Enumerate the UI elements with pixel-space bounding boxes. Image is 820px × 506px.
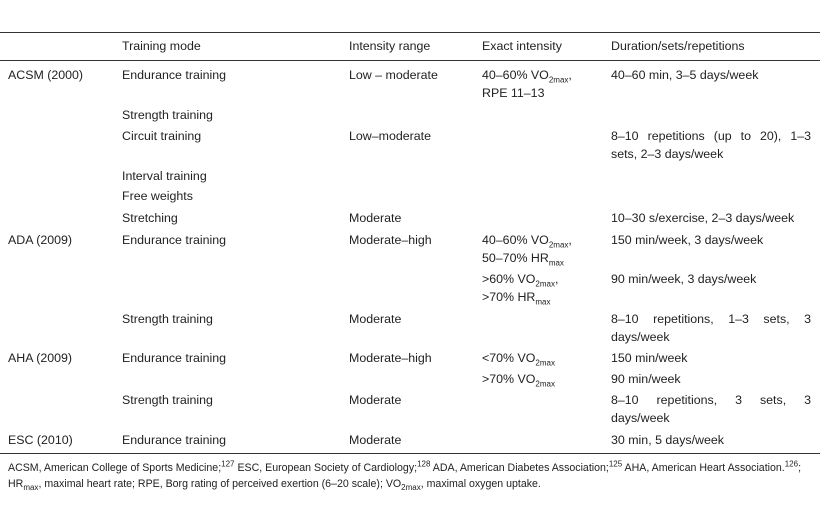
mode-cell: Stretching — [122, 211, 178, 225]
duration-cell: 40–60 min, 3–5 days/week — [611, 68, 759, 82]
intensity-cell: 40–60% VO2max, — [482, 68, 572, 85]
mode-cell: Endurance training — [122, 233, 227, 247]
mode-cell: Endurance training — [122, 351, 227, 365]
mode-cell: Circuit training — [122, 129, 202, 143]
mode-cell: Endurance training — [122, 68, 227, 82]
duration-cell: 8–10 repetitions, 3 sets, 3 days/week — [611, 393, 811, 425]
mode-cell: Interval training — [122, 169, 207, 183]
mode-cell: Strength training — [122, 393, 213, 407]
org-acsm: ACSM (2000) — [8, 68, 84, 82]
mode-cell: Strength training — [122, 312, 213, 326]
bottom-rule — [0, 453, 820, 454]
duration-cell: 8–10 repetitions, 1–3 sets, 3 days/week — [611, 312, 811, 344]
mode-cell: Strength training — [122, 108, 213, 122]
header-intensity-range: Intensity range — [349, 39, 431, 53]
intensity-cell: >70% VO2max — [482, 372, 555, 389]
duration-cell: 90 min/week — [611, 372, 681, 386]
duration-cell: 150 min/week — [611, 351, 688, 365]
table-footnote: ACSM, American College of Sports Medicin… — [8, 459, 802, 493]
range-cell: Low – moderate — [349, 68, 438, 82]
mode-cell: Endurance training — [122, 433, 227, 447]
intensity-cell: >60% VO2max, — [482, 272, 559, 289]
range-cell: Moderate — [349, 433, 402, 447]
intensity-cell: 40–60% VO2max, — [482, 233, 572, 250]
duration-cell: 8–10 repetitions (up to 20), 1–3 sets, 2… — [611, 129, 811, 161]
header-training-mode: Training mode — [122, 39, 201, 53]
range-cell: Low–moderate — [349, 129, 431, 143]
duration-cell: 90 min/week, 3 days/week — [611, 272, 757, 286]
header-duration: Duration/sets/repetitions — [611, 39, 745, 53]
duration-cell: 10–30 s/exercise, 2–3 days/week — [611, 211, 795, 225]
intensity-cell: <70% VO2max — [482, 351, 555, 368]
org-esc: ESC (2010) — [8, 433, 73, 447]
range-cell: Moderate — [349, 393, 402, 407]
header-exact-intensity: Exact intensity — [482, 39, 562, 53]
range-cell: Moderate–high — [349, 233, 432, 247]
range-cell: Moderate — [349, 312, 402, 326]
range-cell: Moderate — [349, 211, 402, 225]
intensity-cell: 50–70% HRmax — [482, 251, 564, 268]
org-ada: ADA (2009) — [8, 233, 73, 247]
duration-cell: 150 min/week, 3 days/week — [611, 233, 764, 247]
header-rule — [0, 60, 820, 61]
intensity-cell: RPE 11–13 — [482, 86, 545, 100]
range-cell: Moderate–high — [349, 351, 432, 365]
top-rule — [0, 32, 820, 33]
org-aha: AHA (2009) — [8, 351, 73, 365]
duration-cell: 30 min, 5 days/week — [611, 433, 724, 447]
mode-cell: Free weights — [122, 189, 193, 203]
intensity-cell: >70% HRmax — [482, 290, 551, 307]
